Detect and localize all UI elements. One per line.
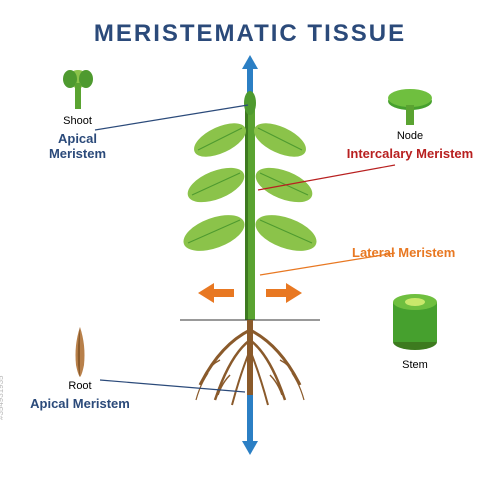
lateral-callout: Lateral Meristem bbox=[352, 245, 472, 260]
stem-label: Stem bbox=[375, 359, 455, 371]
plant-diagram bbox=[160, 55, 340, 455]
root-callout: Root Apical Meristem bbox=[30, 325, 130, 411]
root-label: Root bbox=[30, 380, 130, 392]
arrow-up-icon bbox=[242, 55, 258, 97]
arrow-left-icon bbox=[198, 283, 234, 303]
apical-top-label: Apical Meristem bbox=[30, 131, 125, 161]
roots bbox=[196, 320, 304, 405]
node-label: Node bbox=[345, 130, 475, 142]
diagram-title: MERISTEMATIC TISSUE bbox=[94, 20, 406, 48]
stem-callout: Stem bbox=[375, 290, 455, 371]
apical-bottom-label: Apical Meristem bbox=[30, 396, 130, 411]
lateral-label: Lateral Meristem bbox=[352, 245, 472, 260]
arrow-right-icon bbox=[266, 283, 302, 303]
shoot-callout: Shoot Apical Meristem bbox=[30, 65, 125, 161]
watermark: #354931935 bbox=[0, 376, 5, 421]
shoot-tip bbox=[244, 91, 256, 115]
intercalary-label: Intercalary Meristem bbox=[345, 146, 475, 161]
node-callout: Node Intercalary Meristem bbox=[345, 85, 475, 161]
arrow-down-icon bbox=[242, 395, 258, 455]
shoot-label: Shoot bbox=[30, 115, 125, 127]
